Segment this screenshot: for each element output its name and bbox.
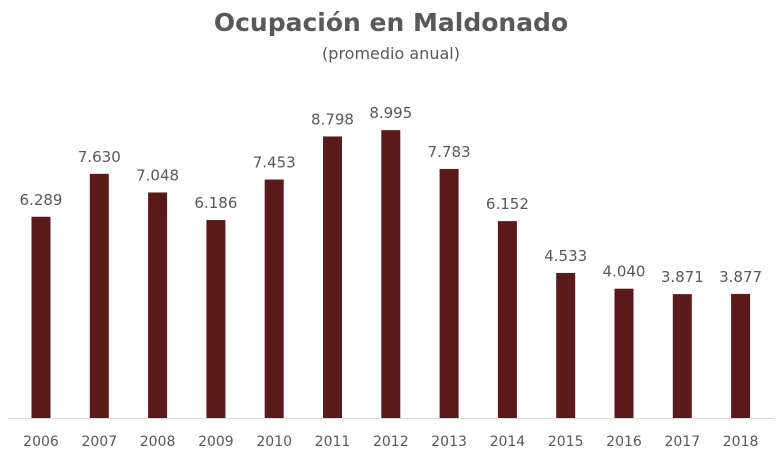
chart-title: Ocupación en Maldonado <box>213 8 569 37</box>
bar-2018 <box>731 293 751 418</box>
x-tick-label-2013: 2013 <box>431 434 467 450</box>
bar-2008 <box>148 192 168 418</box>
data-label-2014: 6.152 <box>486 195 529 213</box>
bar-2015 <box>556 272 576 418</box>
x-tick-label-2015: 2015 <box>548 434 584 450</box>
chart-subtitle: (promedio anual) <box>322 44 460 63</box>
data-label-2011: 8.798 <box>311 110 354 128</box>
x-tick-label-2008: 2008 <box>140 434 176 450</box>
bar-2007 <box>89 173 109 418</box>
data-label-2016: 4.040 <box>603 263 646 281</box>
bar-2014 <box>497 221 517 418</box>
x-tick-label-2016: 2016 <box>606 434 642 450</box>
bar-2016 <box>614 288 634 418</box>
bar-2009 <box>206 220 226 418</box>
data-label-2015: 4.533 <box>544 247 587 265</box>
data-label-2013: 7.783 <box>428 143 471 161</box>
data-label-2010: 7.453 <box>253 154 296 172</box>
x-tick-label-2014: 2014 <box>490 434 526 450</box>
bar-2011 <box>323 136 342 419</box>
data-label-2006: 6.289 <box>20 191 63 209</box>
bar-2010 <box>264 179 284 418</box>
x-tick-label-2006: 2006 <box>23 434 59 450</box>
data-label-2008: 7.048 <box>136 166 179 184</box>
x-tick-label-2017: 2017 <box>664 434 700 450</box>
x-tick-label-2007: 2007 <box>81 434 117 450</box>
bar-2012 <box>381 130 401 418</box>
data-label-2007: 7.630 <box>78 148 121 166</box>
x-tick-label-2009: 2009 <box>198 434 234 450</box>
data-label-2017: 3.871 <box>661 268 704 286</box>
bar-2017 <box>672 294 692 418</box>
data-label-2009: 6.186 <box>194 194 237 212</box>
x-tick-label-2012: 2012 <box>373 434 409 450</box>
x-tick-label-2011: 2011 <box>315 434 351 450</box>
data-label-2012: 8.995 <box>369 104 412 122</box>
x-tick-label-2018: 2018 <box>723 434 759 450</box>
bar-2013 <box>439 168 459 418</box>
bar-2006 <box>31 216 51 418</box>
data-label-2018: 3.877 <box>719 268 762 286</box>
x-tick-label-2010: 2010 <box>256 434 292 450</box>
